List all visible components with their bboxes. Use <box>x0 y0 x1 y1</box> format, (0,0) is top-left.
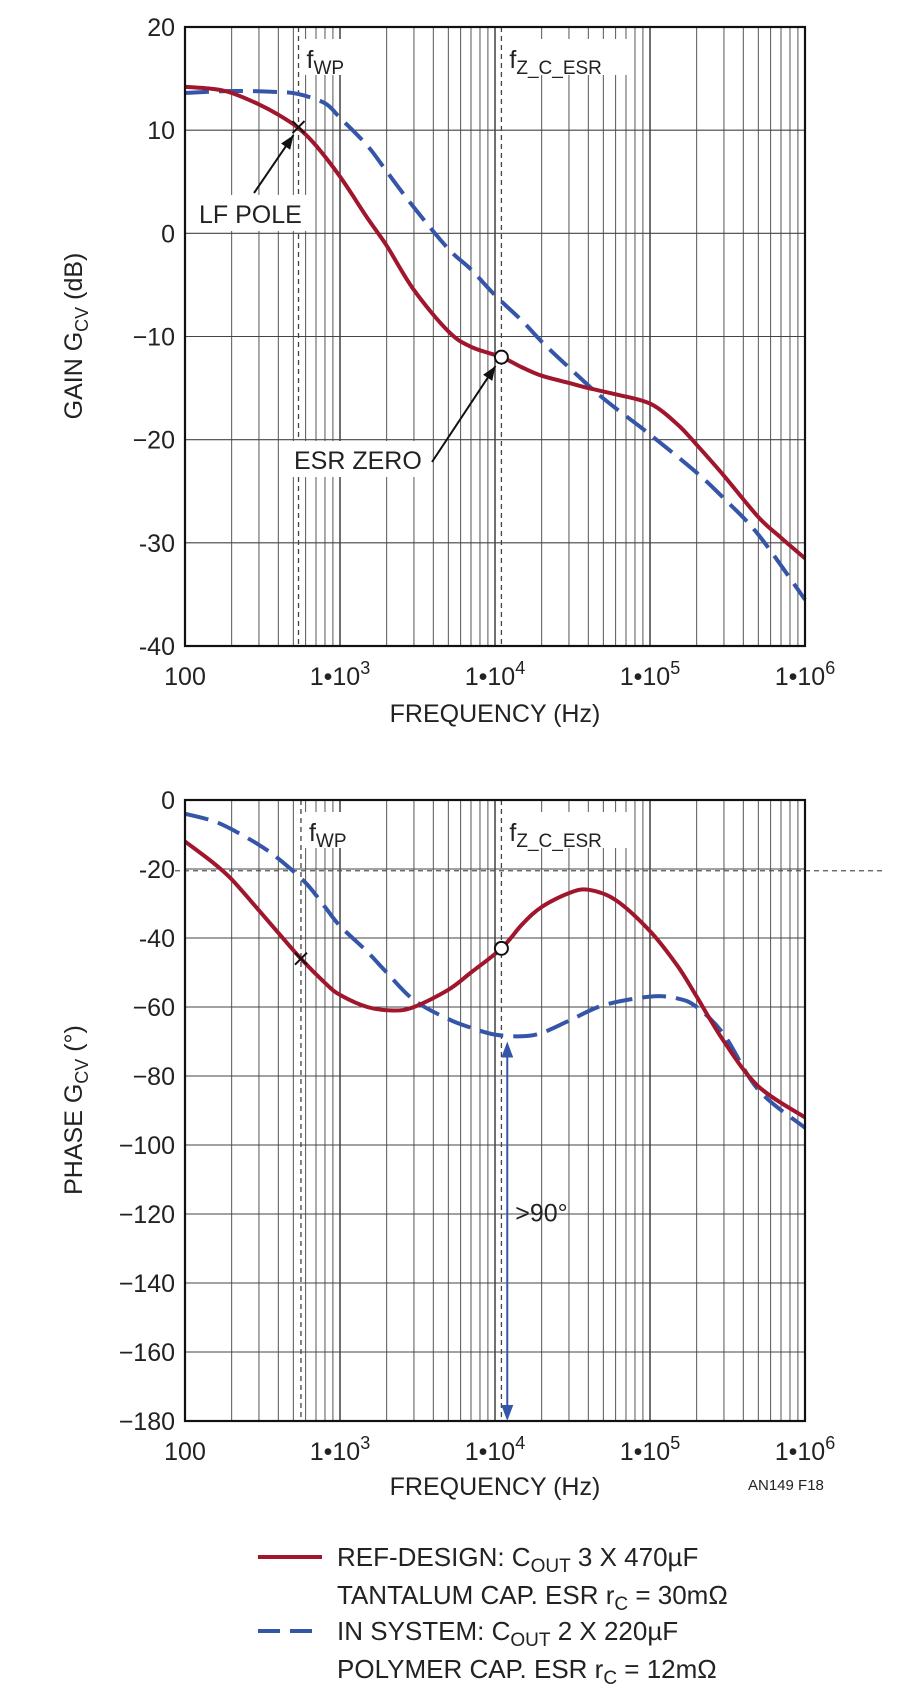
phase-span-arrow-head-top <box>501 1041 514 1058</box>
gain-y-tick: −20 <box>133 427 175 455</box>
legend-sys-line2: POLYMER CAP. ESR rC = 12mΩ <box>337 1654 717 1689</box>
legend-sys-line1: IN SYSTEM: COUT 2 X 220µF <box>337 1616 678 1651</box>
esr-zero-arrow <box>431 365 497 463</box>
phase-x-tick: 100 <box>164 1438 206 1466</box>
gain-x-tick: 100 <box>164 663 206 691</box>
gain-series-sys <box>184 88 807 601</box>
lf-pole-arrow-head <box>281 135 294 150</box>
gain-y-tick: −10 <box>133 324 175 352</box>
gain-marker-label: fZ_C_ESR <box>509 46 601 79</box>
phase-span-label: >90° <box>515 1199 567 1227</box>
phase-y-tick: −80 <box>133 1063 175 1091</box>
phase-y-tick: −60 <box>133 994 175 1022</box>
phase-series <box>183 811 807 1130</box>
lf-pole-label: LF POLE <box>199 201 302 229</box>
phase-grid <box>184 799 805 1422</box>
gain-y-tick: 20 <box>147 14 175 42</box>
phase-x-tick: 1•103 <box>310 1433 370 1466</box>
gain-y-axis-label: GAIN GCV (dB) <box>60 253 92 420</box>
gain-y-tick-labels: 20 10 0 −10 −20 -30 -40 <box>133 14 175 661</box>
phase-circle-marker <box>493 940 509 956</box>
esr-zero-arrow-head <box>483 366 496 381</box>
gain-series <box>184 84 807 601</box>
phase-y-tick: −100 <box>119 1132 175 1160</box>
gain-x-axis-label: FREQUENCY (Hz) <box>390 700 601 728</box>
gain-marker-lines: fWP fZ_C_ESR <box>297 27 632 646</box>
legend-ref-line2: TANTALUM CAP. ESR rC = 30mΩ <box>337 1580 728 1615</box>
phase-marker-label-bg <box>505 812 632 848</box>
lf-pole-marker <box>291 120 306 134</box>
gain-plot-frame <box>183 25 807 648</box>
legend-ref-line1: REF-DESIGN: COUT 3 X 470µF <box>337 1542 698 1577</box>
phase-annotations: >90° <box>294 940 568 1421</box>
gain-x-tick: 1•104 <box>465 658 525 691</box>
gain-series-ref <box>184 84 807 560</box>
gain-x-tick-labels: 100 1•103 1•104 1•105 1•106 <box>164 658 835 691</box>
gain-x-tick: 1•106 <box>775 658 835 691</box>
phase-marker-label: fWP <box>309 819 347 852</box>
gain-y-tick: -40 <box>139 633 175 661</box>
legend: REF-DESIGN: COUT 3 X 470µF TANTALUM CAP.… <box>258 1542 728 1689</box>
phase-marker-label-bg <box>304 812 363 848</box>
phase-plot: fWP fZ_C_ESR 0 -20 -40 −60 −80 −100 −120 −140 −16… <box>60 787 885 1501</box>
esr-zero-label: ESR ZERO <box>294 447 422 475</box>
gain-x-tick: 1•105 <box>620 658 680 691</box>
gain-y-tick: -30 <box>139 530 175 558</box>
gain-x-tick: 1•103 <box>310 658 370 691</box>
gain-marker-label-bg <box>505 39 632 75</box>
gain-grid <box>184 26 805 647</box>
phase-cross-marker <box>294 951 308 966</box>
phase-y-tick: -40 <box>139 925 175 953</box>
lf-pole-label-bg <box>196 195 314 231</box>
phase-y-tick-labels: 0 -20 -40 −60 −80 −100 −120 −140 −160 −180 <box>119 787 175 1436</box>
phase-series-ref <box>183 839 807 1120</box>
phase-marker-label: fZ_C_ESR <box>509 819 601 852</box>
phase-x-tick: 1•105 <box>620 1433 680 1466</box>
gain-y-tick: 0 <box>161 220 175 248</box>
phase-y-axis-label: PHASE GCV (°) <box>60 1025 92 1195</box>
phase-series-sys <box>184 811 807 1130</box>
phase-x-tick: 1•104 <box>465 1433 525 1466</box>
figure-code: AN149 F18 <box>748 1477 824 1494</box>
phase-y-tick: 0 <box>161 787 175 815</box>
gain-marker-label-bg <box>302 39 361 75</box>
esr-zero-marker <box>493 349 509 365</box>
gain-annotations: LF POLE ESR ZERO <box>196 120 509 477</box>
phase-x-axis-label: FREQUENCY (Hz) <box>390 1473 601 1501</box>
phase-x-tick-labels: 100 1•103 1•104 1•105 1•106 <box>164 1433 835 1466</box>
gain-marker-label: fWP <box>307 46 345 79</box>
phase-y-tick: −180 <box>119 1408 175 1436</box>
phase-y-tick: -20 <box>139 856 175 884</box>
phase-x-tick: 1•106 <box>775 1433 835 1466</box>
esr-zero-label-bg <box>291 441 431 477</box>
gain-y-tick: 10 <box>147 117 175 145</box>
phase-y-tick: −160 <box>119 1339 175 1367</box>
phase-span-arrow-head-bottom <box>501 1405 514 1421</box>
phase-y-tick: −120 <box>119 1201 175 1229</box>
phase-plot-frame <box>183 798 807 1423</box>
phase-y-tick: −140 <box>119 1270 175 1298</box>
phase-marker-lines: fWP fZ_C_ESR <box>175 800 885 1421</box>
